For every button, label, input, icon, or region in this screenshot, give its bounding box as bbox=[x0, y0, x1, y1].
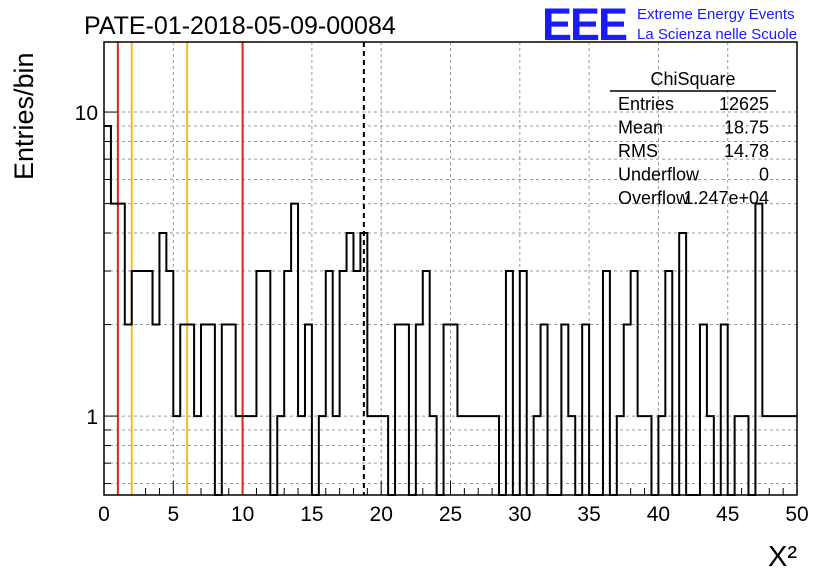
y-tick-label: 1 bbox=[86, 406, 98, 429]
x-tick-label: 25 bbox=[439, 503, 462, 526]
x-tick-label: 40 bbox=[647, 503, 670, 526]
stats-value: 18.75 bbox=[724, 118, 769, 138]
logo-line-1: Extreme Energy Events bbox=[637, 6, 795, 23]
stats-title: ChiSquare bbox=[650, 69, 735, 89]
stats-label: RMS bbox=[618, 141, 658, 161]
stats-box: ChiSquare Entries 12625 Mean 18.75 RMS 14.78 U… bbox=[610, 69, 776, 208]
plot-frame bbox=[103, 41, 798, 496]
grid-lines bbox=[104, 42, 797, 495]
reference-lines bbox=[116, 42, 365, 495]
chart-title: PATE-01-2018-05-09-00084 bbox=[84, 12, 396, 40]
stats-value: 12625 bbox=[719, 94, 769, 114]
y-axis-label: Entries/bin bbox=[9, 52, 39, 180]
x-axis-label: X² bbox=[768, 541, 797, 572]
tick-labels: 0 5 10 15 20 25 30 35 40 45 50 1 10 bbox=[75, 102, 809, 526]
y-tick-label: 10 bbox=[75, 102, 98, 125]
stats-rows: Entries 12625 Mean 18.75 RMS 14.78 Underflow 0 O… bbox=[618, 94, 769, 208]
x-tick-label: 20 bbox=[370, 503, 393, 526]
stats-label: Overflow bbox=[618, 188, 690, 208]
stats-label: Entries bbox=[618, 94, 674, 114]
x-tick-label: 35 bbox=[577, 503, 600, 526]
x-tick-label: 30 bbox=[508, 503, 531, 526]
logo-line-2: La Scienza nelle Scuole bbox=[637, 26, 797, 43]
x-tick-label: 45 bbox=[716, 503, 739, 526]
stats-label: Mean bbox=[618, 118, 663, 138]
x-tick-label: 0 bbox=[98, 503, 110, 526]
x-tick-label: 10 bbox=[231, 503, 254, 526]
x-tick-label: 5 bbox=[167, 503, 179, 526]
stats-value: 1.247e+04 bbox=[683, 188, 769, 208]
x-tick-label: 50 bbox=[785, 503, 808, 526]
eee-logo: EEE Extreme Energy Events La Scienza nel… bbox=[542, 0, 797, 50]
stats-label: Underflow bbox=[618, 165, 700, 185]
x-tick-label: 15 bbox=[300, 503, 323, 526]
stats-value: 0 bbox=[759, 165, 769, 185]
stats-value: 14.78 bbox=[724, 141, 769, 161]
